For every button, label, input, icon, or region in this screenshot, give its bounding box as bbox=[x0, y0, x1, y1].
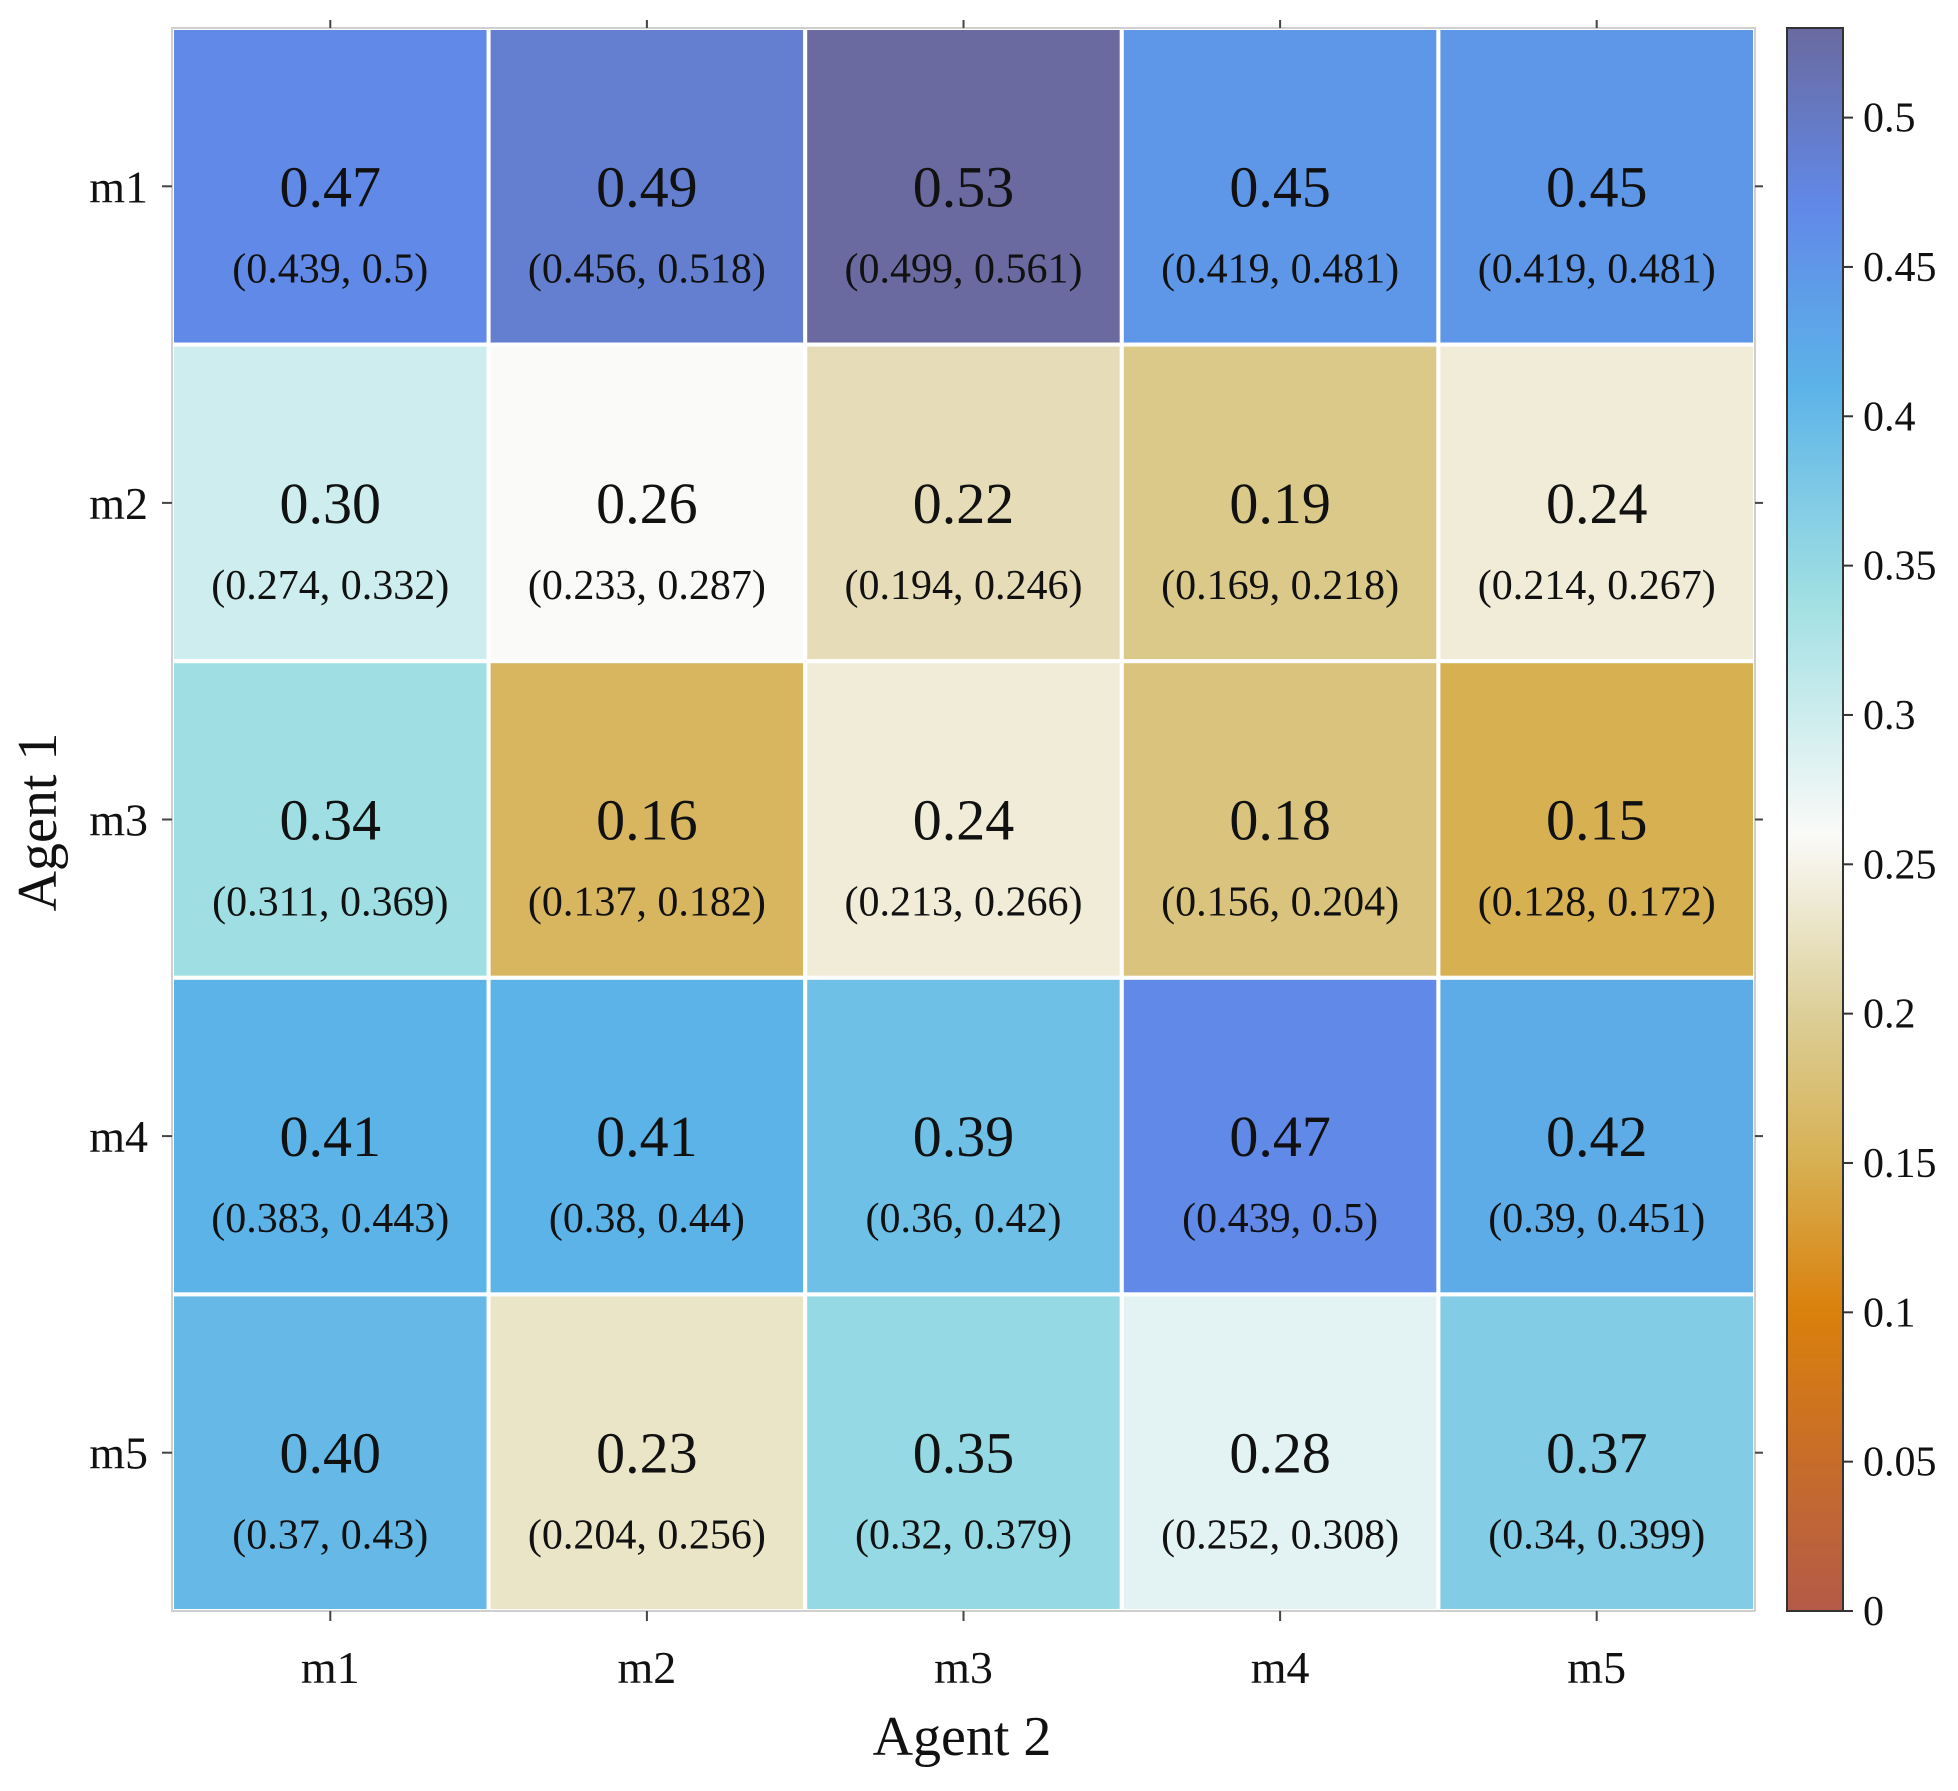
cell-interval-label: (0.204, 0.256) bbox=[528, 1513, 766, 1559]
cell-value-label: 0.30 bbox=[280, 471, 382, 536]
y-tick-label: m1 bbox=[89, 161, 148, 212]
heatmap-cell-r2-c5 bbox=[1436, 342, 1758, 664]
cell-interval-label: (0.252, 0.308) bbox=[1161, 1513, 1399, 1559]
heatmap-cell-r5-c3 bbox=[803, 1292, 1124, 1614]
y-tick-label: m2 bbox=[89, 478, 148, 529]
cell-value-label: 0.49 bbox=[596, 154, 698, 219]
cell-value-label: 0.39 bbox=[913, 1104, 1015, 1169]
heatmap-cell-r2-c3 bbox=[803, 342, 1124, 664]
cell-interval-label: (0.194, 0.246) bbox=[845, 563, 1083, 609]
cell-interval-label: (0.38, 0.44) bbox=[549, 1196, 745, 1242]
colorbar-tick-label: 0.1 bbox=[1863, 1290, 1916, 1336]
colorbar-tick-label: 0.4 bbox=[1863, 394, 1916, 440]
cell-value-label: 0.15 bbox=[1546, 788, 1648, 853]
heatmap-cell-r3-c4 bbox=[1119, 659, 1441, 980]
cell-interval-label: (0.439, 0.5) bbox=[232, 246, 428, 292]
colorbar-tick-label: 0.45 bbox=[1863, 245, 1937, 291]
cell-value-label: 0.42 bbox=[1546, 1104, 1648, 1169]
heatmap-cells: 0.47 (0.439, 0.5) 0.49 (0.456, 0.518) 0.53 (0… bbox=[170, 26, 1758, 1614]
y-tick-label: m3 bbox=[89, 795, 148, 846]
cell-value-label: 0.19 bbox=[1229, 471, 1331, 536]
colorbar-tick-label: 0.05 bbox=[1863, 1440, 1937, 1486]
heatmap-cell-r4-c3 bbox=[803, 975, 1124, 1297]
heatmap-cell-r2-c1 bbox=[170, 342, 491, 664]
cell-interval-label: (0.34, 0.399) bbox=[1488, 1513, 1705, 1559]
cell-interval-label: (0.36, 0.42) bbox=[866, 1196, 1062, 1242]
colorbar-tick-label: 0.35 bbox=[1863, 544, 1937, 590]
cell-interval-label: (0.311, 0.369) bbox=[212, 880, 448, 926]
cell-value-label: 0.34 bbox=[280, 788, 382, 853]
cell-interval-label: (0.233, 0.287) bbox=[528, 563, 766, 609]
cell-interval-label: (0.128, 0.172) bbox=[1478, 880, 1716, 926]
cell-interval-label: (0.439, 0.5) bbox=[1182, 1196, 1378, 1242]
x-tick-label: m4 bbox=[1251, 1642, 1310, 1693]
heatmap-cell-r4-c4 bbox=[1119, 975, 1441, 1297]
cell-value-label: 0.16 bbox=[596, 788, 698, 853]
cell-value-label: 0.41 bbox=[280, 1104, 382, 1169]
y-tick-label: m5 bbox=[89, 1428, 148, 1479]
cell-value-label: 0.23 bbox=[596, 1421, 698, 1486]
x-tick-label: m5 bbox=[1567, 1642, 1626, 1693]
cell-interval-label: (0.39, 0.451) bbox=[1488, 1196, 1705, 1242]
cell-interval-label: (0.419, 0.481) bbox=[1478, 246, 1716, 292]
cell-value-label: 0.22 bbox=[913, 471, 1015, 536]
y-tick-label: m4 bbox=[89, 1111, 148, 1162]
cell-value-label: 0.45 bbox=[1229, 154, 1331, 219]
y-axis: m1 m2 m3 m4 m5 bbox=[89, 161, 1763, 1479]
y-axis-label: Agent 1 bbox=[7, 733, 69, 912]
cell-interval-label: (0.37, 0.43) bbox=[232, 1513, 428, 1559]
heatmap-cell-r4-c5 bbox=[1436, 975, 1758, 1297]
cell-interval-label: (0.383, 0.443) bbox=[211, 1196, 449, 1242]
heatmap-cell-r1-c4 bbox=[1119, 26, 1441, 347]
cell-value-label: 0.24 bbox=[1546, 471, 1648, 536]
heatmap-cell-r1-c1 bbox=[170, 26, 491, 347]
cell-interval-label: (0.499, 0.561) bbox=[845, 246, 1083, 292]
cell-value-label: 0.35 bbox=[913, 1421, 1015, 1486]
x-tick-label: m1 bbox=[301, 1642, 360, 1693]
cell-value-label: 0.45 bbox=[1546, 154, 1648, 219]
heatmap-cell-r5-c5 bbox=[1436, 1292, 1758, 1614]
x-tick-label: m2 bbox=[618, 1642, 677, 1693]
cell-interval-label: (0.419, 0.481) bbox=[1161, 246, 1399, 292]
cell-interval-label: (0.137, 0.182) bbox=[528, 880, 766, 926]
heatmap-cell-r1-c2 bbox=[486, 26, 808, 347]
x-axis-label: Agent 2 bbox=[873, 1706, 1052, 1768]
heatmap-cell-r4-c2 bbox=[486, 975, 808, 1297]
cell-interval-label: (0.214, 0.267) bbox=[1478, 563, 1716, 609]
cell-value-label: 0.18 bbox=[1229, 788, 1331, 853]
cell-value-label: 0.41 bbox=[596, 1104, 698, 1169]
heatmap-cell-r5-c1 bbox=[170, 1292, 491, 1614]
colorbar-tick-label: 0.25 bbox=[1863, 842, 1937, 888]
cell-value-label: 0.53 bbox=[913, 154, 1015, 219]
colorbar: 0 0.05 0.1 0.15 0.2 0.25 0.3 0.35 0.4 0.45 0.5 bbox=[1786, 27, 1937, 1635]
cell-interval-label: (0.274, 0.332) bbox=[211, 563, 449, 609]
cell-value-label: 0.40 bbox=[280, 1421, 382, 1486]
heatmap-cell-r3-c3 bbox=[803, 659, 1124, 980]
colorbar-tick-label: 0 bbox=[1863, 1589, 1884, 1635]
cell-value-label: 0.47 bbox=[1229, 1104, 1331, 1169]
heatmap-cell-r5-c2 bbox=[486, 1292, 808, 1614]
cell-interval-label: (0.169, 0.218) bbox=[1161, 563, 1399, 609]
cell-interval-label: (0.213, 0.266) bbox=[845, 880, 1083, 926]
colorbar-tick-label: 0.3 bbox=[1863, 693, 1916, 739]
cell-interval-label: (0.156, 0.204) bbox=[1161, 880, 1399, 926]
x-axis: m1 m2 m3 m4 m5 bbox=[301, 20, 1626, 1693]
heatmap-cell-r1-c5 bbox=[1436, 26, 1758, 347]
colorbar-tick-label: 0.15 bbox=[1863, 1141, 1937, 1187]
cell-value-label: 0.24 bbox=[913, 788, 1015, 853]
colorbar-tick-label: 0.2 bbox=[1863, 992, 1916, 1038]
cell-interval-label: (0.32, 0.379) bbox=[855, 1513, 1072, 1559]
cell-value-label: 0.26 bbox=[596, 471, 698, 536]
x-tick-label: m3 bbox=[934, 1642, 993, 1693]
cell-value-label: 0.47 bbox=[280, 154, 382, 219]
cell-value-label: 0.37 bbox=[1546, 1421, 1648, 1486]
cell-value-label: 0.28 bbox=[1229, 1421, 1331, 1486]
colorbar-gradient bbox=[1786, 27, 1844, 1612]
cell-interval-label: (0.456, 0.518) bbox=[528, 246, 766, 292]
heatmap-cell-r3-c2 bbox=[486, 659, 808, 980]
colorbar-tick-label: 0.5 bbox=[1863, 96, 1916, 142]
